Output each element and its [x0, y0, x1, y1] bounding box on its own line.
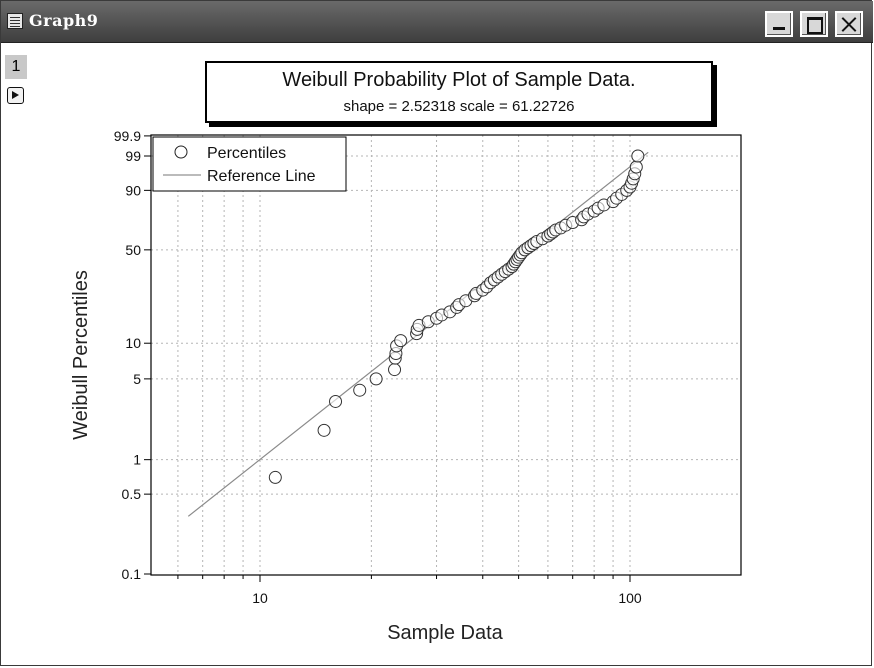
plot-subtitle: shape = 2.52318 scale = 61.22726 — [343, 98, 575, 115]
y-tick-label: 0.5 — [122, 486, 142, 502]
y-tick-label: 99 — [125, 148, 141, 164]
x-tick-label: 10 — [252, 590, 268, 606]
percentile-point — [329, 394, 343, 408]
minimize-button[interactable] — [765, 11, 793, 37]
percentile-point — [394, 334, 408, 348]
legend-label-percentiles: Percentiles — [207, 145, 286, 162]
y-tick-label: 90 — [125, 182, 141, 198]
y-tick-label: 1 — [133, 452, 141, 468]
percentile-point — [268, 470, 282, 484]
percentile-point — [353, 383, 367, 397]
y-tick-label: 0.1 — [122, 566, 142, 582]
percentile-point — [317, 423, 331, 437]
y-tick-label: 99.9 — [114, 128, 141, 144]
legend-label-reference-line: Reference Line — [207, 168, 316, 185]
graph-window-icon[interactable] — [7, 13, 23, 29]
window-title: Graph9 — [29, 11, 99, 30]
plot-frame — [150, 134, 742, 576]
y-tick-label: 10 — [125, 335, 141, 351]
legend-box — [152, 136, 347, 192]
percentile-point — [631, 149, 645, 163]
percentile-point — [388, 363, 402, 377]
y-axis-title: Weibull Percentiles — [70, 270, 92, 440]
close-button[interactable] — [835, 11, 863, 37]
y-tick-label: 50 — [125, 242, 141, 258]
percentile-point — [369, 372, 383, 386]
y-tick-label: 5 — [133, 371, 141, 387]
percentile-point — [629, 160, 643, 174]
plot-title-box[interactable]: Weibull Probability Plot of Sample Data.… — [205, 61, 713, 123]
grid — [151, 135, 741, 575]
legend-circle-symbol — [174, 145, 188, 159]
x-axis-title: Sample Data — [387, 622, 503, 644]
layer-tab[interactable]: 1 — [5, 55, 27, 79]
maximize-button[interactable] — [800, 11, 828, 37]
legend[interactable]: Percentiles Reference Line — [152, 136, 347, 192]
percentile-points — [268, 149, 645, 484]
layer-lock-icon[interactable] — [7, 87, 24, 104]
title-bar[interactable]: Graph9 — [1, 1, 873, 43]
plot-title: Weibull Probability Plot of Sample Data. — [282, 69, 636, 91]
axis-ticks: 10 100 0.1 0.5 1 5 10 50 90 99 99.9 — [114, 128, 642, 606]
x-tick-label: 100 — [618, 590, 642, 606]
